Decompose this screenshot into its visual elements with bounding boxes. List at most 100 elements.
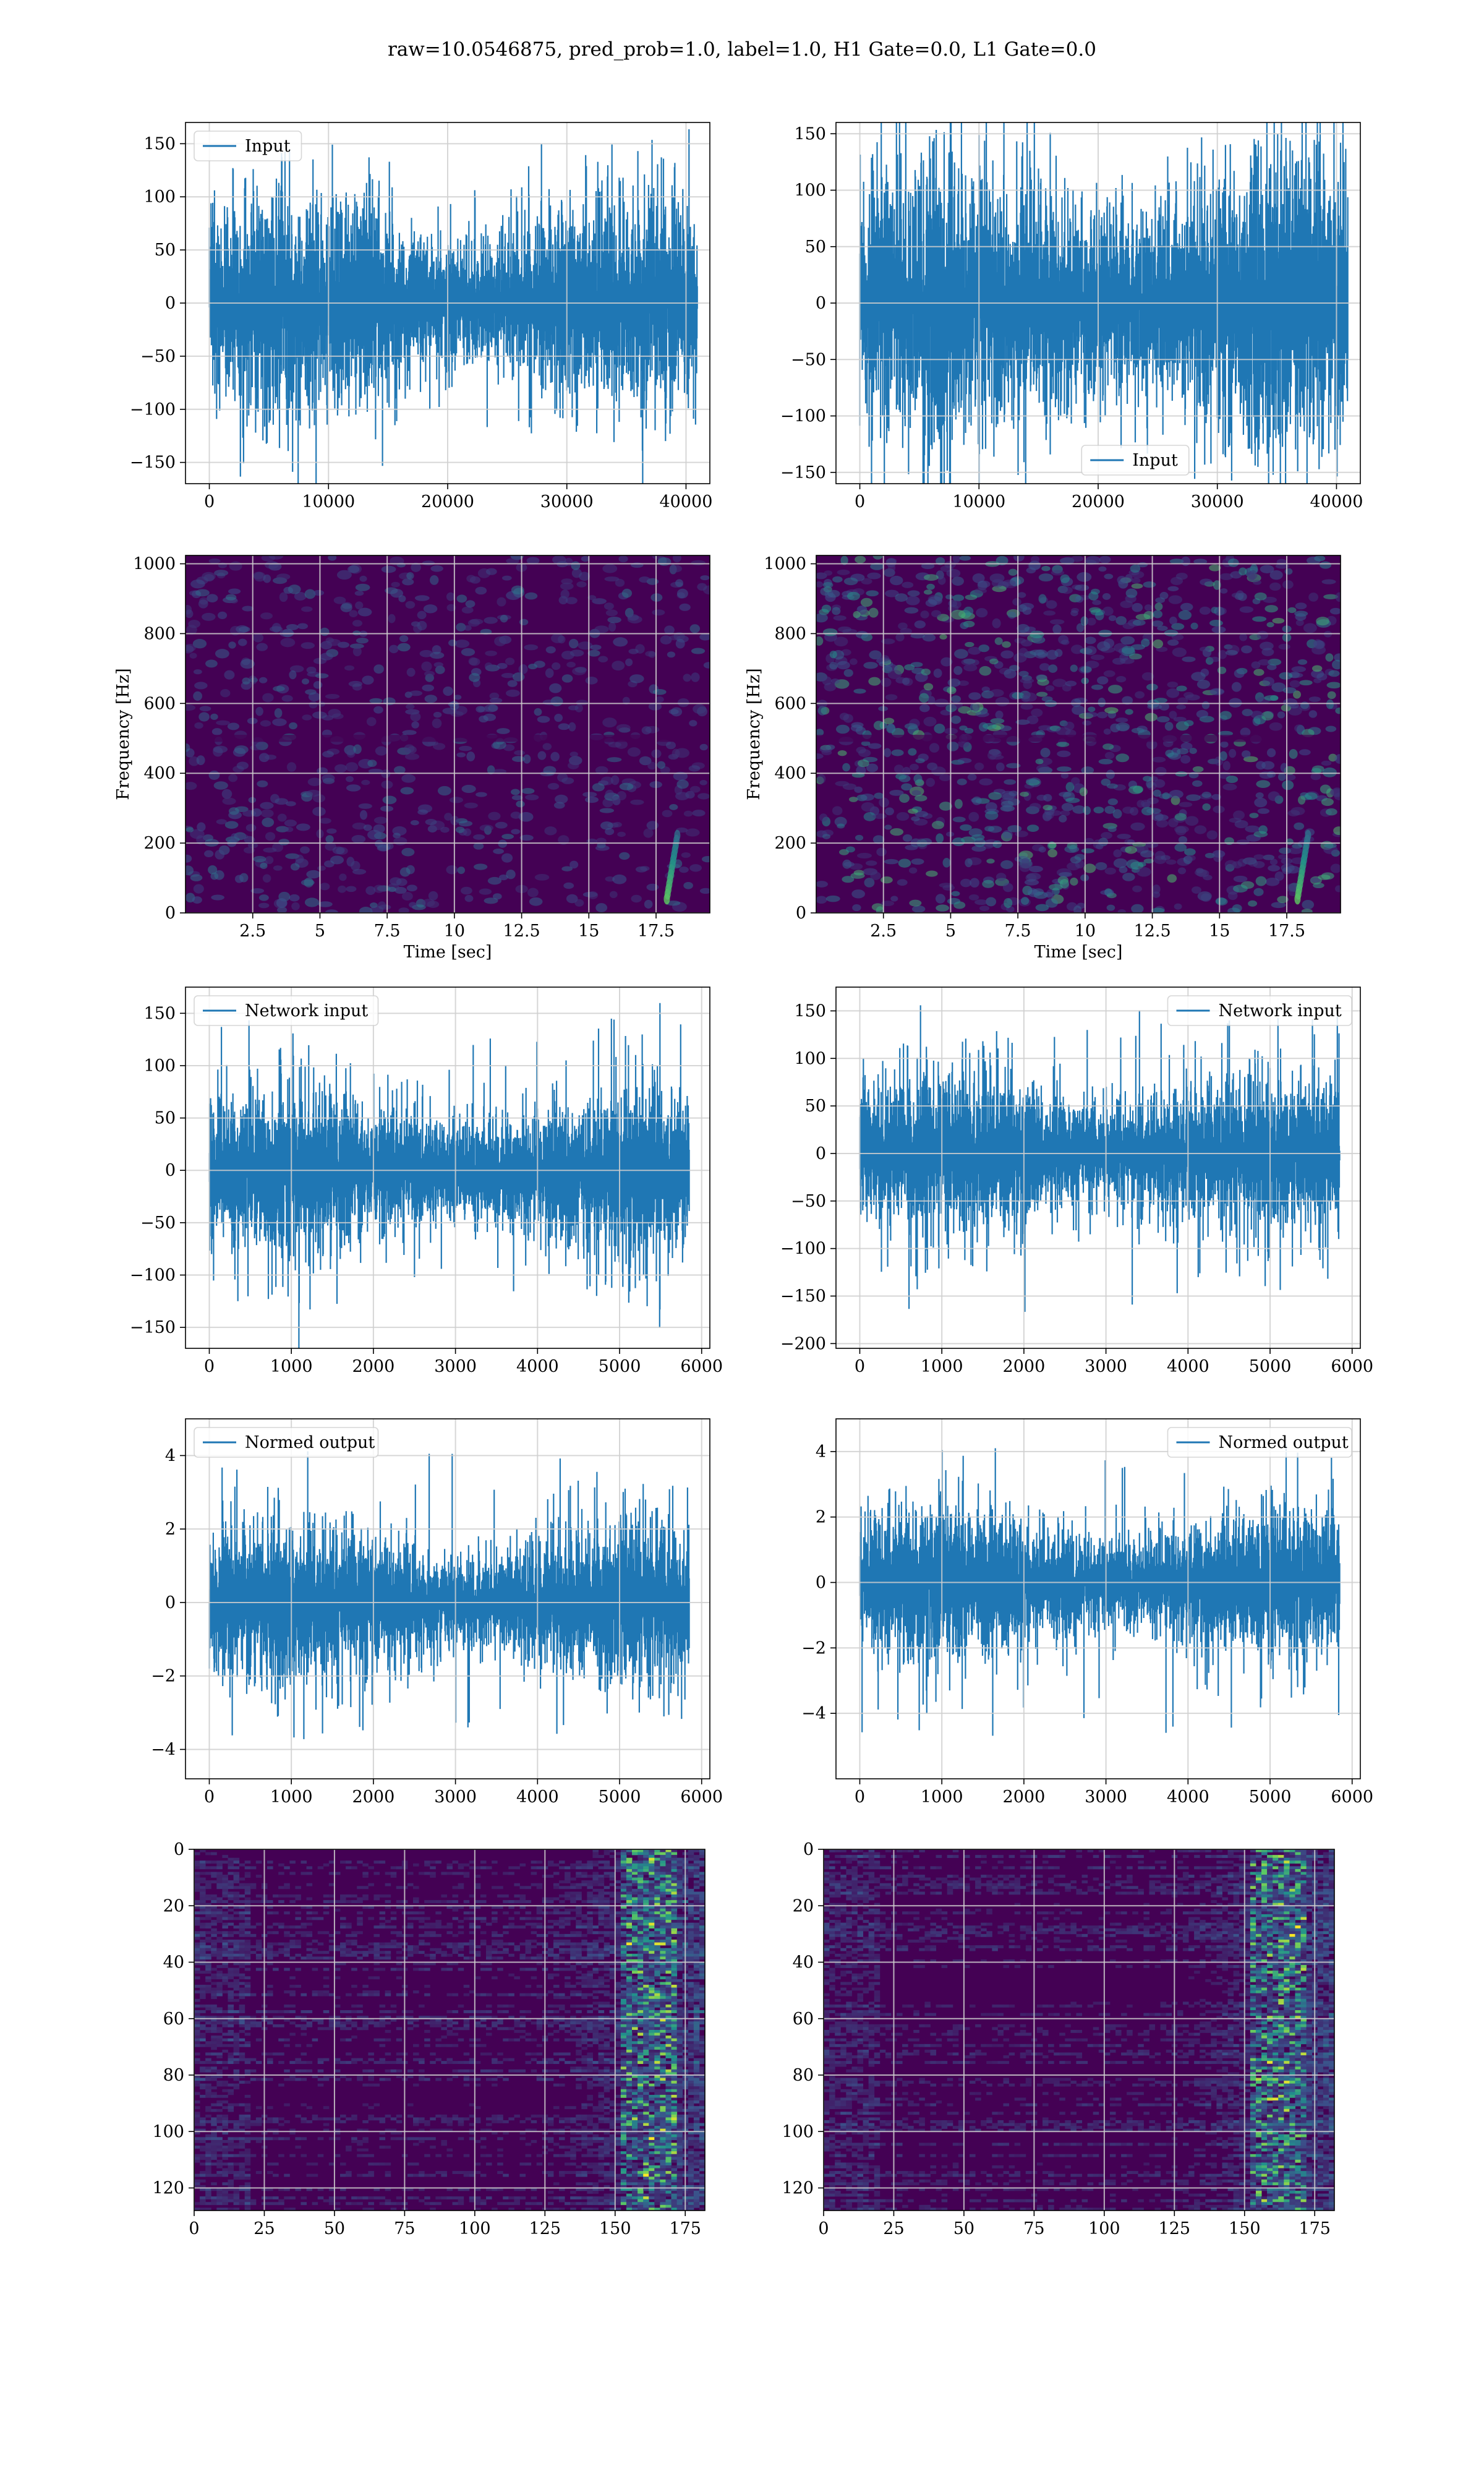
feature-cell: [536, 1911, 543, 1915]
feature-cell: [620, 1940, 627, 1943]
spectrogram-blob: [192, 638, 207, 649]
feature-cell: [385, 1925, 391, 1929]
feature-cell: [452, 1962, 459, 1966]
spectrogram-blob: [1256, 780, 1271, 788]
feature-cell: [660, 1872, 666, 1875]
feature-cell: [660, 1868, 666, 1872]
spectrogram-blob: [543, 766, 556, 775]
feature-cell: [665, 1971, 672, 1974]
spectrogram-blob: [1122, 873, 1135, 881]
feature-cell: [430, 1953, 436, 1957]
spectrogram-blob: [500, 615, 508, 623]
feature-cell: [368, 1993, 374, 1997]
feature-cell: [424, 1985, 430, 1988]
feature-cell: [328, 1900, 335, 1903]
feature-cell: [570, 1931, 576, 1935]
axes-frame: [835, 1418, 1361, 1779]
feature-cell: [531, 1967, 537, 1971]
feature-cell: [273, 1931, 279, 1935]
feature-cell: [469, 1951, 475, 1954]
feature-cell: [228, 1971, 234, 1974]
spectrogram-blob: [851, 724, 863, 732]
feature-cell: [295, 1886, 301, 1890]
spectrogram-blob: [190, 829, 205, 839]
y-tick-label: −150: [130, 1318, 176, 1337]
feature-cell: [665, 1903, 672, 1906]
feature-cell: [671, 1857, 678, 1861]
feature-cell: [559, 1894, 565, 1898]
feature-cell: [620, 2032, 627, 2036]
feature-cell: [463, 2021, 470, 2025]
feature-cell: [654, 2016, 660, 2019]
spectrogram-blob: [537, 751, 547, 760]
feature-cell: [233, 1953, 240, 1957]
feature-cell: [267, 1866, 273, 1870]
feature-cell: [598, 1990, 605, 1993]
spectrogram-blob: [1101, 778, 1111, 786]
spectrogram-blob: [619, 852, 630, 860]
feature-cell: [497, 2021, 503, 2025]
feature-cell: [643, 1967, 649, 1971]
feature-cell: [244, 1917, 251, 1920]
feature-cell: [609, 2035, 616, 2039]
feature-cell: [390, 2004, 397, 2008]
spectrogram-blob: [1057, 750, 1071, 758]
feature-cell: [200, 1922, 206, 1926]
spectrogram-blob: [1169, 790, 1183, 799]
spectrogram-blob: [265, 755, 277, 760]
spectrogram-blob: [1117, 909, 1126, 913]
x-tick-label: 5000: [599, 1357, 641, 1376]
feature-cell: [688, 1962, 694, 1966]
spectrogram-blob: [587, 595, 597, 601]
spectrogram-blob: [1303, 623, 1317, 633]
feature-cell: [469, 1948, 475, 1951]
spectrogram-blob: [1175, 826, 1187, 836]
feature-cell: [430, 1925, 436, 1929]
feature-cell: [267, 1956, 273, 1960]
spectrogram-blob: [984, 810, 999, 820]
feature-cell: [660, 2032, 666, 2036]
feature-cell: [553, 1942, 560, 1946]
feature-cell: [649, 1911, 655, 1915]
feature-cell: [632, 1959, 638, 1963]
spectrogram-blob: [346, 886, 357, 892]
feature-cell: [553, 1863, 560, 1867]
feature-cell: [368, 1906, 374, 1909]
spectrogram-blob: [884, 807, 894, 816]
feature-cell: [654, 1900, 660, 1903]
feature-cell: [626, 1883, 633, 1886]
y-tick-label: −4: [151, 1740, 176, 1759]
feature-cell: [576, 1897, 582, 1901]
feature-cell: [497, 1894, 503, 1898]
spectrogram-blob: [497, 728, 510, 734]
feature-cell: [565, 1951, 571, 1954]
feature-cell: [671, 1998, 678, 2002]
feature-cell: [244, 2027, 251, 2031]
spectrogram-blob: [514, 750, 525, 756]
spectrogram-blob: [855, 555, 866, 563]
feature-cell: [430, 1922, 436, 1926]
feature-cell: [699, 1863, 705, 1867]
spectrogram-blob: [466, 751, 475, 761]
feature-cell: [267, 1953, 273, 1957]
feature-cell: [620, 1993, 627, 1997]
feature-cell: [200, 1987, 206, 1991]
spectrogram-blob: [605, 876, 615, 882]
feature-cell: [205, 1906, 211, 1909]
feature-cell: [233, 1911, 240, 1915]
feature-cell: [328, 2021, 335, 2025]
feature-cell: [654, 2021, 660, 2025]
spectrogram-blob: [1226, 775, 1239, 784]
spectrogram-blob: [972, 703, 980, 712]
spectrogram-blob: [1227, 891, 1238, 901]
feature-cell: [615, 2035, 621, 2039]
feature-cell: [474, 2021, 481, 2025]
spectrogram-blob: [306, 870, 321, 879]
feature-cell: [519, 1917, 526, 1920]
feature-cell: [676, 1886, 683, 1890]
spectrogram-blob: [1039, 663, 1050, 671]
x-tick-label: 12.5: [1134, 922, 1171, 941]
spectrogram-blob: [816, 613, 828, 623]
feature-cell: [632, 1965, 638, 1968]
feature-cell: [497, 1906, 503, 1909]
